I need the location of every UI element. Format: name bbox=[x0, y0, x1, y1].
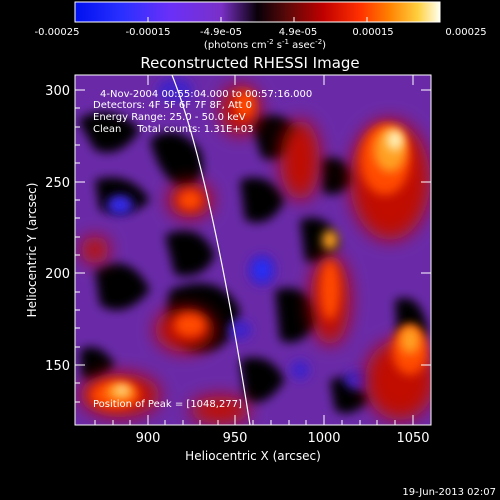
colorbar bbox=[74, 1, 441, 23]
x-tick-label: 900 bbox=[136, 431, 161, 446]
colorbar-ticks bbox=[74, 17, 441, 22]
x-tick-label: 950 bbox=[223, 431, 248, 446]
x-tick-label: 1000 bbox=[307, 431, 340, 446]
rhessi-image bbox=[75, 75, 431, 425]
colorbar-units: (photons cm-2 s-1 asec-2) bbox=[204, 38, 326, 51]
y-tick-labels: 150 200 250 300 bbox=[45, 84, 70, 374]
annotation-clean: Clean Total counts: 1.31E+03 bbox=[93, 124, 253, 135]
footer-timestamp: 19-Jun-2013 02:07 bbox=[402, 487, 496, 498]
colorbar-tick-labels: -0.00025 -0.00015 -4.9e-05 4.9e-05 0.000… bbox=[35, 27, 487, 38]
y-axis-label: Heliocentric Y (arcsec) bbox=[25, 183, 39, 318]
colorbar-tick-label: 0.00025 bbox=[445, 27, 486, 38]
x-axis-label: Heliocentric X (arcsec) bbox=[185, 449, 321, 463]
colorbar-tick-label: -0.00025 bbox=[35, 27, 80, 38]
y-tick-label: 150 bbox=[45, 359, 70, 374]
y-tick-label: 300 bbox=[45, 84, 70, 99]
x-tick-labels: 900 950 1000 1050 bbox=[136, 431, 430, 446]
x-tick-label: 1050 bbox=[396, 431, 429, 446]
y-tick-label: 200 bbox=[45, 267, 70, 282]
solar-limb bbox=[171, 75, 251, 425]
colorbar-tick-label: 4.9e-05 bbox=[279, 27, 317, 38]
y-axis-ticks bbox=[75, 89, 431, 403]
colorbar-tick-label: -4.9e-05 bbox=[200, 27, 242, 38]
annotation-detectors: Detectors: 4F 5F 6F 7F 8F, Att 0 bbox=[93, 100, 252, 111]
y-tick-label: 250 bbox=[45, 176, 70, 191]
annotation-time-range: 4-Nov-2004 00:55:04.000 to 00:57:16.000 bbox=[100, 89, 312, 100]
plot-title: Reconstructed RHESSI Image bbox=[140, 54, 359, 72]
colorbar-tick-label: 0.00015 bbox=[352, 27, 393, 38]
annotation-block: 4-Nov-2004 00:55:04.000 to 00:57:16.000 … bbox=[93, 89, 312, 135]
colorbar-tick-label: -0.00015 bbox=[126, 27, 171, 38]
x-axis-ticks bbox=[94, 75, 414, 425]
annotation-peak: Position of Peak = [1048,277] bbox=[93, 399, 242, 410]
annotation-energy: Energy Range: 25.0 - 50.0 keV bbox=[93, 112, 246, 123]
